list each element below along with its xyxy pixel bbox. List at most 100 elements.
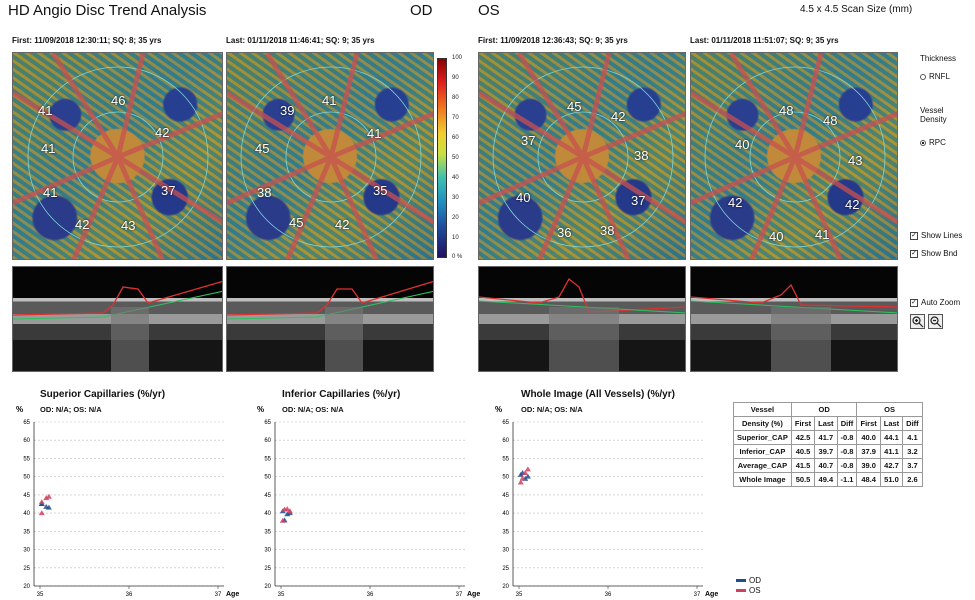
x-tick-label: 36 (605, 592, 612, 598)
zoom-out-button[interactable] (928, 314, 943, 329)
cell: 51.0 (879, 472, 904, 487)
cell: 40.5 (790, 444, 816, 459)
os-data-point (38, 510, 45, 516)
y-tick-label: 60 (23, 438, 30, 444)
show-lines-checkbox[interactable]: ✓ Show Lines (910, 231, 962, 240)
od-first-bscan[interactable] (12, 266, 223, 372)
table-col-header: Diff (902, 416, 923, 431)
y-tick-label: 55 (23, 456, 30, 462)
zoom-out-icon (930, 316, 942, 328)
row-label: Whole Image (733, 472, 792, 487)
os-last-bscan[interactable] (690, 266, 898, 372)
cell: 41.1 (879, 444, 904, 459)
cell: -0.8 (836, 458, 858, 473)
checkmark-icon: ✓ (910, 249, 918, 258)
sector-value: 35 (373, 183, 388, 198)
cell: 44.1 (879, 430, 904, 445)
cell: 2.6 (902, 472, 923, 487)
zoom-in-button[interactable] (910, 314, 925, 329)
od-last-scan-header: Last: 01/11/2018 11:46:41; SQ: 9; 35 yrs (226, 36, 375, 45)
sector-value: 42 (728, 195, 743, 210)
table-col-header: Diff (836, 416, 858, 431)
y-tick-label: 30 (264, 548, 271, 554)
colorbar-tick: 60 (452, 135, 459, 141)
sector-value: 46 (111, 93, 126, 108)
y-tick-label: 50 (264, 475, 271, 481)
os-last-angio-map[interactable]: 48 48 40 43 42 42 40 41 (690, 52, 898, 260)
x-tick-label: 35 (516, 592, 523, 598)
sector-value: 41 (43, 185, 58, 200)
colorbar-tick: 10 (452, 235, 459, 241)
table-row: Whole Image 50.5 49.4 -1.1 48.4 51.0 2.6 (733, 472, 923, 487)
y-tick-label: 60 (264, 438, 271, 444)
x-tick-label: 35 (278, 592, 285, 598)
cell: 42.5 (790, 430, 816, 445)
superior-chart-subtitle: OD: N/A; OS: N/A (40, 405, 102, 414)
colorbar-tick: 90 (452, 75, 459, 81)
row-label: Inferior_CAP (733, 444, 792, 459)
table-col-header: First (856, 416, 881, 431)
colorbar-tick: 70 (452, 115, 459, 121)
cell: 3.7 (902, 458, 923, 473)
os-first-angio-map[interactable]: 45 42 37 38 40 37 36 38 (478, 52, 686, 260)
table-col-header: Last (879, 416, 904, 431)
cell: 40.0 (856, 430, 881, 445)
table-row: Superior_CAP 42.5 41.7 -0.8 40.0 44.1 4.… (733, 430, 923, 445)
legend-os: OS (736, 586, 761, 595)
sector-value: 42 (845, 197, 860, 212)
x-axis-label: Age (467, 591, 480, 598)
inferior-chart-subtitle: OD: N/A; OS: N/A (282, 405, 344, 414)
y-tick-label: 45 (264, 493, 271, 499)
rpc-radio[interactable]: RPC (920, 138, 946, 147)
colorbar-tick: 0 % (452, 254, 463, 260)
sector-value: 41 (815, 227, 830, 242)
os-data-point (281, 506, 288, 512)
cell: 41.5 (790, 458, 816, 473)
y-tick-label: 35 (264, 529, 271, 535)
checkmark-icon: ✓ (910, 298, 918, 307)
od-first-angio-map[interactable]: 46 41 42 41 41 37 42 43 (12, 52, 223, 260)
table-header-os: OS (856, 402, 923, 417)
y-tick-label: 40 (502, 511, 509, 517)
y-tick-label: 65 (264, 420, 271, 426)
legend-os-label: OS (749, 586, 761, 595)
cell: 50.5 (790, 472, 816, 487)
vessel-overlay (691, 53, 897, 259)
rnfl-label: RNFL (929, 72, 950, 81)
show-lines-label: Show Lines (921, 231, 963, 240)
os-first-bscan[interactable] (478, 266, 686, 372)
vessel-density-table: Vessel OD OS Density (%) First Last Diff… (733, 402, 923, 487)
y-tick-label: 60 (502, 438, 509, 444)
checkmark-icon: ✓ (910, 231, 918, 240)
scan-size-label: 4.5 x 4.5 Scan Size (mm) (800, 4, 913, 15)
bscan-boundaries (227, 280, 433, 371)
cell: 4.1 (902, 430, 923, 445)
colorbar-tick: 30 (452, 195, 459, 201)
sector-value: 40 (769, 229, 784, 244)
colorbar-tick: 80 (452, 95, 459, 101)
radio-off-icon (920, 73, 926, 80)
density-color-bar (437, 58, 447, 258)
table-col-header: Last (814, 416, 838, 431)
thickness-label: Thickness (920, 54, 957, 63)
legend-od: OD (736, 576, 761, 585)
os-data-point (519, 475, 526, 481)
auto-zoom-checkbox[interactable]: ✓ Auto Zoom (910, 298, 960, 307)
show-bnd-checkbox[interactable]: ✓ Show Bnd (910, 249, 957, 258)
rnfl-radio[interactable]: RNFL (920, 72, 950, 81)
sector-value: 41 (367, 126, 382, 141)
od-last-bscan[interactable] (226, 266, 434, 372)
sector-value: 40 (735, 137, 750, 152)
cell: 42.7 (879, 458, 904, 473)
y-tick-label: 50 (502, 475, 509, 481)
cell: 41.7 (814, 430, 838, 445)
whole-chart-title: Whole Image (All Vessels) (%/yr) (521, 389, 675, 400)
x-tick-label: 37 (694, 592, 701, 598)
sector-value: 39 (280, 103, 295, 118)
od-last-angio-map[interactable]: 41 39 41 45 38 35 45 42 (226, 52, 434, 260)
os-data-point (286, 508, 293, 514)
od-data-point (524, 473, 531, 479)
sector-value: 48 (823, 113, 838, 128)
x-tick-label: 37 (456, 592, 463, 598)
inferior-chart-title: Inferior Capillaries (%/yr) (282, 389, 401, 400)
